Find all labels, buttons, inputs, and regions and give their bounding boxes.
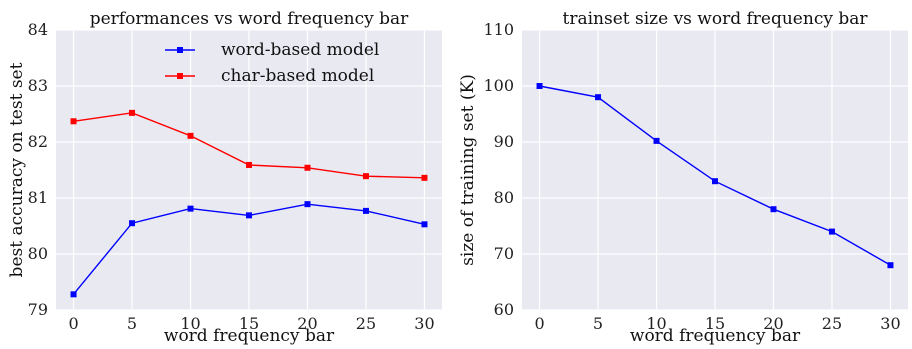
legend-label: word-based model — [221, 40, 379, 60]
data-point — [362, 207, 369, 214]
x-tick-label: 0 — [68, 314, 78, 333]
data-point — [187, 205, 194, 212]
x-tick-label: 20 — [763, 314, 783, 333]
x-tick-label: 15 — [705, 314, 725, 333]
data-point — [70, 118, 77, 125]
y-tick-label: 80 — [28, 244, 48, 263]
data-point — [421, 174, 428, 181]
x-tick-label: 10 — [180, 314, 200, 333]
y-tick-label: 84 — [28, 20, 48, 39]
data-point — [129, 220, 136, 227]
y-tick-label: 70 — [494, 244, 514, 263]
x-tick-label: 0 — [534, 314, 544, 333]
legend-label: char-based model — [221, 66, 374, 86]
data-point — [362, 173, 369, 180]
y-axis-label: size of training set (K) — [458, 74, 478, 266]
data-point — [304, 201, 311, 208]
y-tick-label: 100 — [483, 76, 514, 95]
y-tick-label: 82 — [28, 132, 48, 151]
chart-panel-1: 79 80 81 82 83 84 0 5 10 15 20 25 30 performances vs … — [7, 9, 442, 346]
data-point — [712, 178, 718, 185]
y-tick-label: 79 — [28, 300, 48, 319]
data-point — [536, 83, 543, 89]
y-tick-label: 110 — [483, 20, 514, 39]
x-axis-label: word frequency bar — [630, 326, 801, 346]
y-axis-label: best accuracy on test set — [7, 62, 27, 277]
data-point — [70, 291, 77, 298]
y-tick-label: 80 — [494, 188, 514, 207]
x-tick-label: 20 — [297, 314, 317, 333]
x-tick-label: 15 — [239, 314, 259, 333]
x-tick-label: 5 — [127, 314, 137, 333]
data-point — [129, 109, 136, 116]
y-tick-label: 60 — [494, 300, 514, 319]
data-point — [187, 132, 194, 139]
data-point — [828, 228, 835, 235]
chart-title: performances vs word frequency bar — [90, 9, 409, 29]
x-tick-label: 25 — [356, 314, 376, 333]
legend-marker — [177, 47, 183, 53]
data-point — [246, 212, 252, 219]
chart-panel-2: 60 70 80 90 100 110 0 5 10 15 20 25 30 trainset size … — [458, 9, 908, 346]
x-axis-label: word frequency bar — [164, 326, 335, 346]
data-point — [246, 161, 252, 168]
data-point — [770, 206, 777, 213]
x-tick-label: 5 — [593, 314, 603, 333]
data-point — [595, 94, 602, 101]
data-point — [887, 262, 894, 269]
x-tick-label: 10 — [646, 314, 666, 333]
y-tick-label: 83 — [28, 76, 48, 95]
data-point — [653, 137, 660, 144]
chart-title: trainset size vs word frequency bar — [562, 9, 868, 29]
x-tick-label: 30 — [880, 314, 900, 333]
data-point — [421, 221, 428, 228]
x-tick-label: 30 — [414, 314, 434, 333]
y-tick-label: 90 — [494, 132, 514, 151]
legend-marker — [177, 73, 183, 79]
data-point — [304, 164, 311, 171]
x-tick-label: 25 — [822, 314, 842, 333]
y-tick-label: 81 — [28, 188, 48, 207]
